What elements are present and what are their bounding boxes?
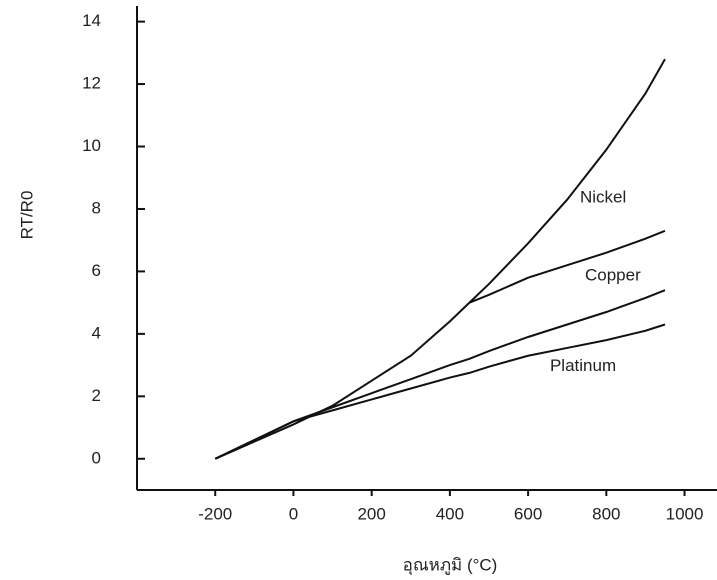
- y-tick-label: 4: [92, 323, 101, 342]
- x-tick-label: 0: [289, 504, 298, 523]
- y-tick-label: 8: [92, 198, 101, 217]
- chart: อุณหภูมิ (°C) RT/R0 0 2 4 6 8 10 12 14 -200 0 200 4…: [0, 0, 717, 580]
- x-tick-label: 600: [514, 504, 542, 523]
- y-tick-label: 6: [92, 261, 101, 280]
- x-tick-label: 200: [357, 504, 385, 523]
- x-tick-label: 1000: [666, 504, 704, 523]
- y-tick-label: 14: [82, 11, 101, 30]
- y-tick-label: 10: [82, 136, 101, 155]
- series-line: [215, 59, 665, 459]
- y-axis-label: RT/R0: [17, 191, 36, 240]
- series-label: Platinum: [550, 356, 616, 375]
- x-tick-label: -200: [198, 504, 232, 523]
- x-tick-label: 400: [436, 504, 464, 523]
- y-tick-label: 2: [92, 386, 101, 405]
- series-line: [215, 325, 665, 459]
- series-label: Nickel: [580, 187, 626, 206]
- x-axis-label: อุณหภูมิ (°C): [403, 555, 498, 575]
- x-tick-label: 800: [592, 504, 620, 523]
- y-tick-label: 0: [92, 448, 101, 467]
- y-tick-label: 12: [82, 74, 101, 93]
- series-label: Copper: [585, 266, 641, 285]
